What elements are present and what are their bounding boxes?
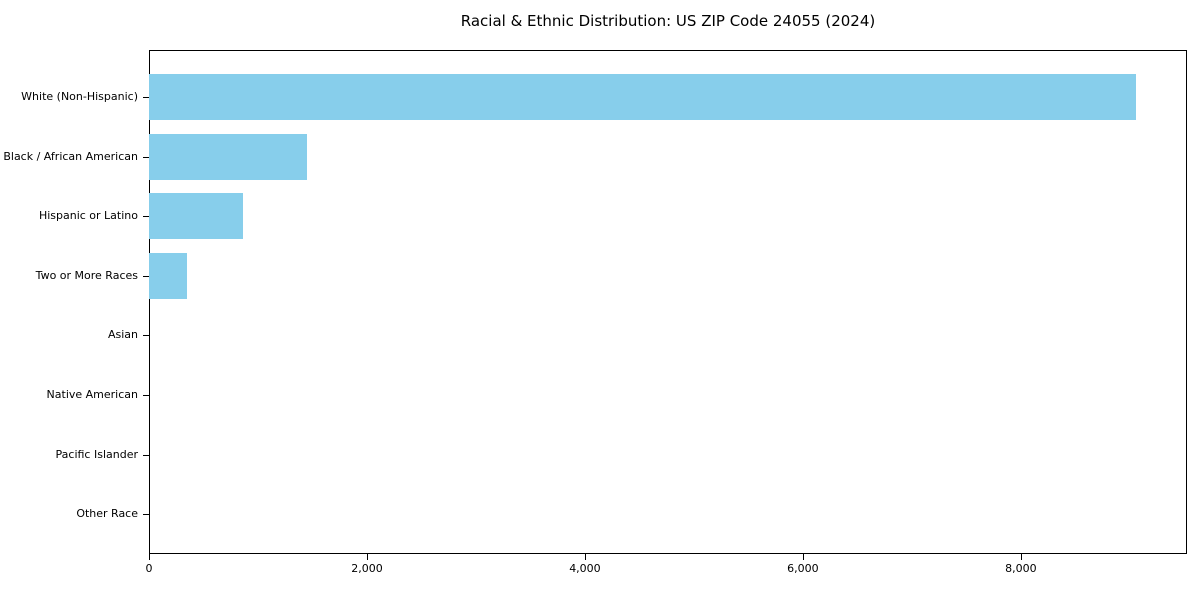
- x-tick-mark: [1020, 554, 1022, 560]
- bar-two-or-more-races: [149, 252, 188, 299]
- x-tick-label-4-000: 4,000: [569, 562, 601, 575]
- bar-black-african-american: [149, 133, 308, 180]
- y-tick-mark: [143, 216, 149, 218]
- y-tick-mark: [143, 454, 149, 456]
- x-tick-label-6-000: 6,000: [787, 562, 819, 575]
- y-tick-mark: [143, 514, 149, 516]
- bar-hispanic-or-latino: [149, 193, 244, 240]
- x-tick-label-8-000: 8,000: [1005, 562, 1037, 575]
- y-tick-label-hispanic-or-latino: Hispanic or Latino: [38, 209, 138, 223]
- x-tick-mark: [584, 554, 586, 560]
- x-tick-label-2-000: 2,000: [351, 562, 383, 575]
- bar-white-non-hispanic: [149, 74, 1137, 120]
- x-tick-mark: [366, 554, 368, 560]
- x-tick-label-0: 0: [145, 562, 153, 575]
- y-tick-mark: [143, 156, 149, 158]
- y-tick-mark: [143, 97, 149, 98]
- plot-area: [149, 50, 1187, 554]
- y-tick-mark: [143, 275, 149, 277]
- y-tick-label-white-non-hispanic: White (Non-Hispanic): [21, 90, 138, 103]
- x-tick-mark: [149, 554, 150, 560]
- y-tick-label-other-race: Other Race: [76, 507, 138, 521]
- y-tick-label-pacific-islander: Pacific Islander: [55, 447, 138, 461]
- chart-title: Racial & Ethnic Distribution: US ZIP Cod…: [460, 12, 876, 30]
- y-tick-label-native-american: Native American: [46, 388, 138, 401]
- y-tick-mark: [143, 335, 149, 337]
- y-tick-label-two-or-more-races: Two or More Races: [35, 268, 138, 282]
- y-tick-label-black-african-american: Black / African American: [3, 149, 138, 163]
- x-tick-mark: [802, 554, 804, 560]
- y-tick-mark: [143, 395, 149, 396]
- y-tick-label-asian: Asian: [107, 328, 138, 342]
